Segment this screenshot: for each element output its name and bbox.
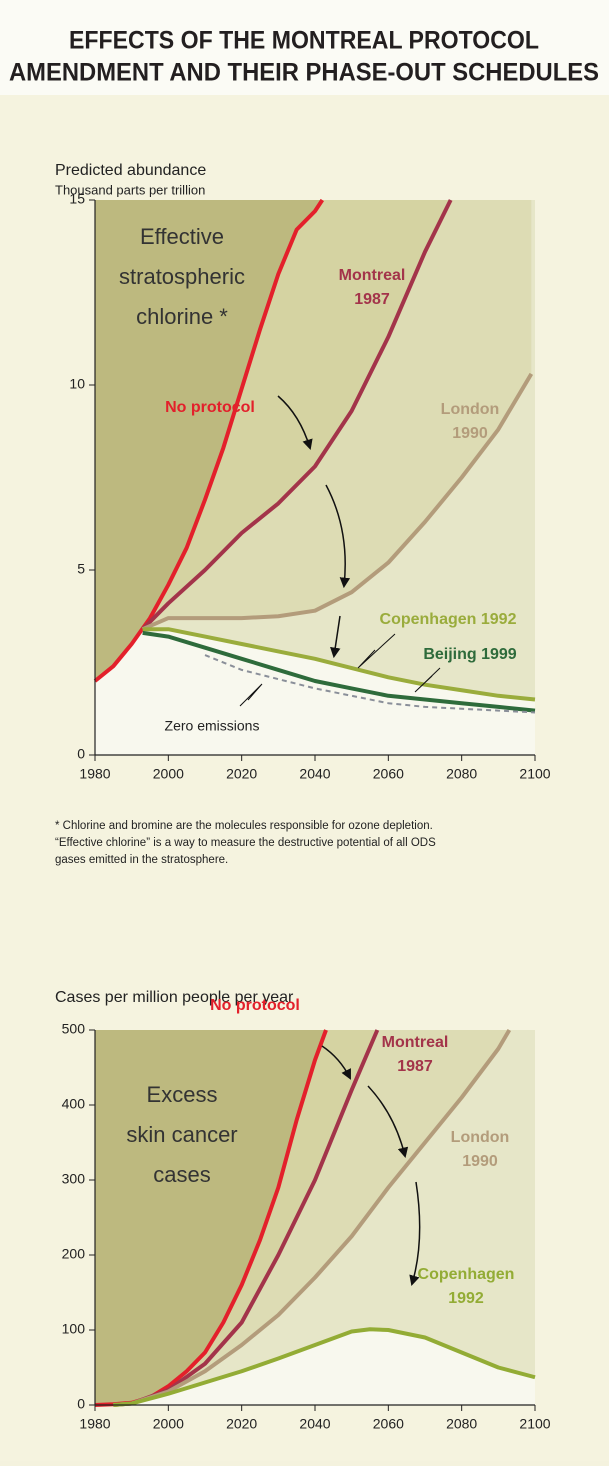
- footnote: “Effective chlorine” is a way to measure…: [55, 837, 436, 849]
- x-tick-label: 2060: [373, 1416, 404, 1432]
- title-line: EFFECTS OF THE MONTREAL PROTOCOL: [69, 27, 539, 55]
- x-tick-label: 2080: [446, 766, 477, 782]
- charts: No protocol Montreal 1987 London 1990 Copenha…: [62, 191, 551, 1432]
- series-label: Beijing 1999: [423, 646, 516, 663]
- series-label: Montreal: [339, 267, 406, 284]
- axis-label: Cases per million people per year: [55, 989, 294, 1006]
- arrow: [367, 1085, 409, 1159]
- series-label: 1990: [462, 1153, 498, 1170]
- x-tick-label: 2040: [299, 1416, 330, 1432]
- series-label: Montreal: [382, 1034, 449, 1051]
- y-tick-label: 15: [69, 191, 85, 207]
- series-label: No protocol: [165, 399, 255, 416]
- series-label: No protocol: [210, 997, 300, 1014]
- y-tick-label: 300: [62, 1171, 86, 1187]
- chart-label: cases: [153, 1162, 210, 1187]
- x-tick-label: 2020: [226, 1416, 257, 1432]
- chart-label: skin cancer: [126, 1122, 237, 1147]
- y-tick-label: 400: [62, 1096, 86, 1112]
- y-tick-label: 10: [69, 376, 85, 392]
- x-tick-label: 2000: [153, 1416, 184, 1432]
- leader: [414, 667, 441, 693]
- x-tick-label: 2040: [299, 766, 330, 782]
- x-tick-label: 2020: [226, 766, 257, 782]
- series-label: Zero emissions: [165, 718, 260, 734]
- series-label: London: [441, 401, 500, 418]
- arrow: [321, 1045, 351, 1080]
- series-line: [141, 199, 453, 631]
- series-line: [142, 627, 536, 702]
- arrow: [409, 1181, 421, 1287]
- footnote: gases emitted in the stratosphere.: [55, 854, 228, 866]
- x-tick-label: 2100: [519, 766, 550, 782]
- x-tick-label: 2060: [373, 766, 404, 782]
- series-line: [141, 372, 534, 632]
- series-line: [93, 198, 325, 683]
- arrow: [277, 395, 313, 451]
- series-line: [113, 1327, 536, 1407]
- series-label: Copenhagen 1992: [380, 611, 517, 628]
- axis-label: Thousand parts per trillion: [55, 182, 205, 197]
- series-label: 1987: [354, 291, 390, 308]
- x-tick-label: 2000: [153, 766, 184, 782]
- area: [95, 200, 323, 681]
- title-line: AMENDMENT AND THEIR PHASE-OUT SCHEDULES: [9, 59, 599, 87]
- chart-label: stratospheric: [119, 264, 245, 289]
- y-tick-label: 200: [62, 1246, 86, 1262]
- title-band: [0, 0, 609, 95]
- y-tick-label: 100: [62, 1321, 86, 1337]
- series-label: 1987: [397, 1058, 433, 1075]
- series-line: [204, 654, 536, 714]
- axis-label: Predicted abundance: [55, 162, 206, 179]
- series-label: 1992: [448, 1290, 484, 1307]
- leader: [239, 683, 263, 707]
- series-line: [113, 1028, 512, 1407]
- series-label: 1990: [452, 425, 488, 442]
- chart-label: Effective: [140, 224, 224, 249]
- y-tick-label: 5: [77, 561, 85, 577]
- arrow: [325, 484, 351, 589]
- x-tick-label: 2080: [446, 1416, 477, 1432]
- footnote: * Chlorine and bromine are the molecules…: [55, 820, 433, 832]
- x-tick-label: 1980: [79, 1416, 110, 1432]
- area: [95, 1030, 326, 1405]
- annotation-arrows: [239, 395, 441, 1287]
- series-label: London: [451, 1129, 510, 1146]
- leader: [357, 633, 396, 669]
- y-tick-label: 0: [77, 746, 85, 762]
- y-tick-label: 500: [62, 1021, 86, 1037]
- chart-label: chlorine *: [136, 304, 228, 329]
- y-tick-label: 0: [77, 1396, 85, 1412]
- series-label: Copenhagen: [418, 1266, 515, 1283]
- x-tick-label: 1980: [79, 766, 110, 782]
- series-line: [142, 630, 536, 713]
- x-tick-label: 2100: [519, 1416, 550, 1432]
- chart-label: Excess: [147, 1082, 218, 1107]
- arrow: [330, 615, 341, 659]
